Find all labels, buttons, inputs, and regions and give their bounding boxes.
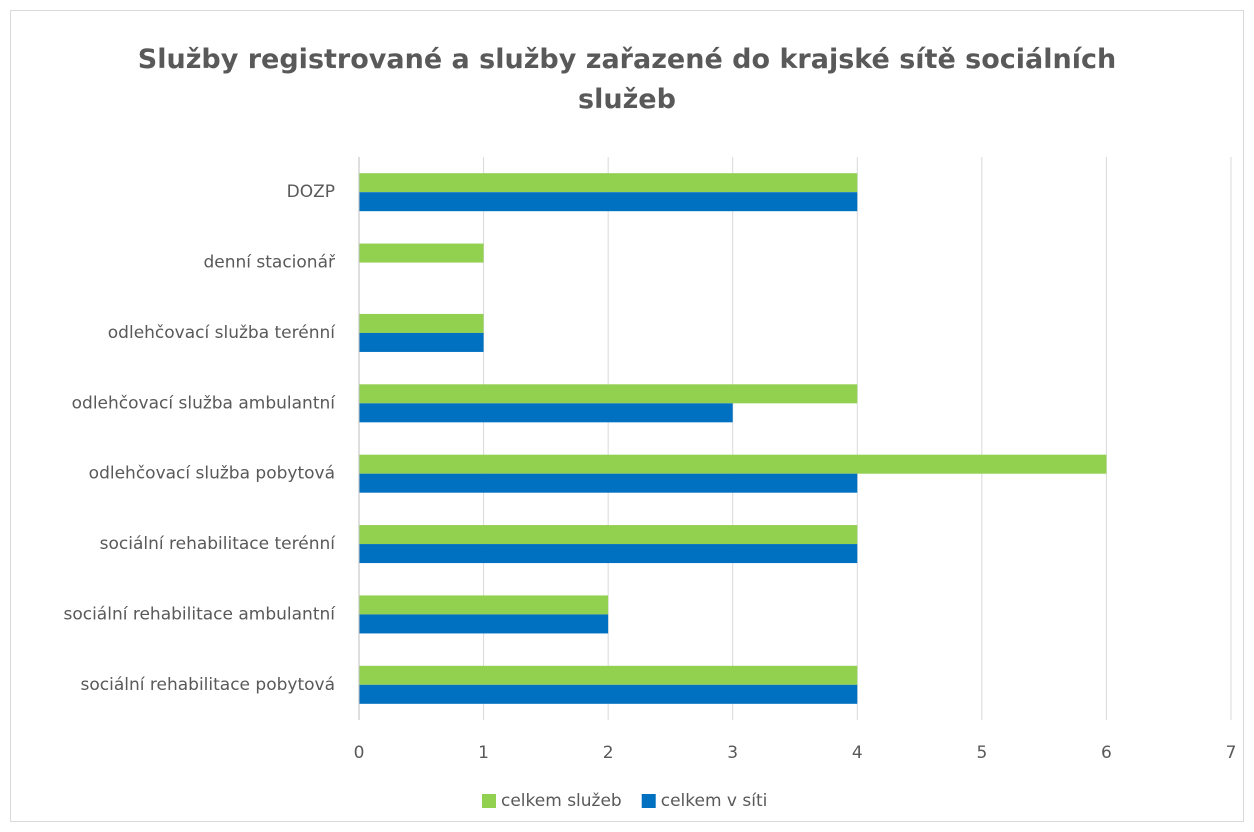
bar bbox=[359, 384, 858, 404]
x-tick-label: 5 bbox=[976, 743, 987, 763]
bar bbox=[359, 192, 858, 212]
bar bbox=[359, 243, 484, 263]
y-tick-label: sociální rehabilitace ambulantní bbox=[63, 604, 336, 624]
bar bbox=[359, 403, 733, 423]
y-tick-label: denní stacionář bbox=[203, 253, 336, 273]
y-tick-label: odlehčovací služba pobytová bbox=[89, 464, 335, 484]
bar bbox=[359, 313, 484, 333]
y-tick-label: sociální rehabilitace pobytová bbox=[81, 675, 335, 695]
y-tick-label: sociální rehabilitace terénní bbox=[100, 534, 337, 554]
chart-title: Služby registrované a služby zařazené do… bbox=[137, 44, 1117, 115]
bar bbox=[359, 544, 858, 564]
y-tick-label: odlehčovací služba terénní bbox=[108, 323, 336, 343]
bar bbox=[359, 665, 858, 685]
bar bbox=[359, 614, 609, 634]
x-tick-label: 1 bbox=[478, 743, 489, 763]
x-tick-label: 6 bbox=[1101, 743, 1112, 763]
x-tick-label: 4 bbox=[852, 743, 863, 763]
bar bbox=[359, 332, 484, 352]
bar bbox=[359, 595, 609, 615]
x-tick-label: 0 bbox=[354, 743, 365, 763]
legend-swatch bbox=[641, 794, 656, 808]
legend-label: celkem v síti bbox=[661, 791, 768, 811]
bar bbox=[359, 173, 858, 193]
bar bbox=[359, 473, 858, 493]
y-tick-label: odlehčovací služba ambulantní bbox=[72, 393, 337, 413]
bar bbox=[359, 454, 1107, 474]
legend-label: celkem služeb bbox=[501, 791, 622, 811]
bar bbox=[359, 525, 858, 545]
x-tick-label: 3 bbox=[727, 743, 738, 763]
y-tick-label: DOZP bbox=[287, 182, 335, 202]
x-tick-label: 7 bbox=[1226, 743, 1237, 763]
x-tick-label: 2 bbox=[603, 743, 614, 763]
bar bbox=[359, 684, 858, 704]
legend-swatch bbox=[482, 794, 496, 808]
